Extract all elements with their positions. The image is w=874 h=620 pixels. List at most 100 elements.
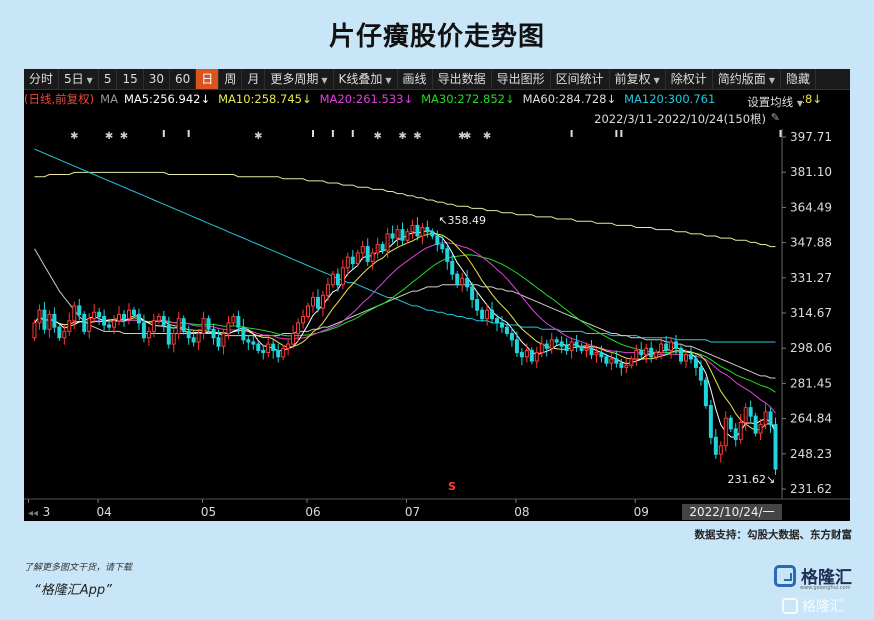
x-tick-label: 04 xyxy=(96,505,111,519)
candle-body xyxy=(504,326,509,334)
candle-body xyxy=(475,299,480,311)
candle-body xyxy=(276,349,281,358)
toolbar-item[interactable]: 导出数据 xyxy=(433,69,492,89)
candle-body xyxy=(67,320,72,332)
candle-body xyxy=(77,305,82,315)
candle-body xyxy=(87,318,92,332)
ma60-value: MA60:284.728↓ xyxy=(522,92,617,106)
candle-body xyxy=(659,343,664,354)
candle-body xyxy=(669,341,674,351)
toolbar-item[interactable]: 日 xyxy=(196,69,220,89)
logo-sub: www.gelonghui.com xyxy=(800,585,851,591)
candle-body xyxy=(435,235,440,245)
set-ma-button[interactable]: 设置均线 ▼ xyxy=(747,94,803,110)
toolbar-item[interactable]: 除权计 xyxy=(666,69,713,89)
candle-body xyxy=(141,322,146,339)
period-toolbar: 分时 5日 ▼ 5 15 30 60 日周月更多周期 ▼ K线叠加 ▼ 画线 导出数据 导出图形 区间统计前… xyxy=(24,69,850,90)
toolbar-item[interactable]: 5日 ▼ xyxy=(59,69,99,89)
chevron-down-icon: ▼ xyxy=(796,99,803,108)
candle-body xyxy=(330,273,335,286)
event-star-icon: ✱ xyxy=(120,131,128,142)
toolbar-item[interactable]: 导出图形 xyxy=(492,69,551,89)
y-tick-label: 264.84 xyxy=(790,412,832,426)
toolbar-item[interactable]: 5 xyxy=(99,69,118,89)
candle-body xyxy=(131,309,136,315)
candle-body xyxy=(499,322,504,328)
y-axis: 397.71 381.10 364.49 347.88 331.27 314.67 298.… xyxy=(781,129,832,499)
candle-body xyxy=(728,417,733,430)
kline-panel: 分时 5日 ▼ 5 15 30 60 日周月更多周期 ▼ K线叠加 ▼ 画线 导出数据 导出图形 区间统计前… xyxy=(24,69,850,521)
candle-body xyxy=(166,324,171,345)
candle-body xyxy=(82,313,87,332)
candle-body xyxy=(126,309,131,320)
watermark-text: 格隆汇 xyxy=(802,599,844,615)
max-price-label: ↖358.49 xyxy=(438,214,486,227)
ma60-line xyxy=(34,248,776,379)
toolbar-item[interactable]: 周 xyxy=(219,69,243,89)
toolbar-item[interactable]: 30 xyxy=(144,69,171,89)
candle-body xyxy=(604,356,609,364)
y-tick-label: 397.71 xyxy=(790,130,832,144)
y-tick-label: 381.10 xyxy=(790,165,832,179)
toolbar-item[interactable]: 分时 xyxy=(24,69,60,89)
toolbar-item[interactable]: 简约版面 ▼ xyxy=(713,69,781,89)
toolbar-item[interactable]: 月 xyxy=(242,69,266,89)
ma20-line xyxy=(34,242,776,414)
toolbar-item-label: 区间统计 xyxy=(555,72,604,86)
candle-body xyxy=(569,341,574,351)
x-tick-label: 3 xyxy=(43,505,51,519)
candle-body xyxy=(390,233,395,239)
candle-body xyxy=(112,320,117,328)
candle-body xyxy=(594,352,599,356)
candle-body xyxy=(753,415,758,434)
event-star-icon: ✱ xyxy=(483,131,491,142)
candle-body xyxy=(286,343,291,349)
candle-body xyxy=(236,316,241,328)
candle-body xyxy=(251,341,256,345)
candle-body xyxy=(420,227,425,237)
toolbar-item-label: 15 xyxy=(122,72,138,86)
candle-body xyxy=(345,256,350,269)
candle-body xyxy=(320,294,325,309)
candle-body xyxy=(470,286,475,301)
candle-body xyxy=(311,296,315,307)
candle-body xyxy=(176,318,181,334)
toolbar-item-label: 5 xyxy=(103,72,112,86)
pin-icon[interactable]: ✎ xyxy=(770,111,780,124)
event-star-icon: ✱ xyxy=(105,131,113,142)
candle-body xyxy=(639,349,644,356)
ma120-value: MA120:300.761 xyxy=(624,92,716,106)
ma5-line xyxy=(34,229,776,438)
candle-body xyxy=(440,243,445,250)
candle-body xyxy=(574,341,579,347)
toolbar-item[interactable]: 15 xyxy=(117,69,144,89)
ma-lines xyxy=(34,148,776,438)
toolbar-item[interactable]: 隐藏 xyxy=(781,69,816,89)
toolbar-item-label: 导出图形 xyxy=(496,72,545,86)
candle-body xyxy=(271,343,276,351)
candle-body xyxy=(664,343,669,351)
candle-body xyxy=(335,273,340,286)
x-tick-label: 07 xyxy=(405,505,420,519)
candle-body xyxy=(509,332,514,341)
candle-body xyxy=(196,332,201,343)
candle-body xyxy=(460,277,465,286)
candle-body xyxy=(480,309,485,320)
candle-body xyxy=(57,326,62,339)
toolbar-item[interactable]: 60 xyxy=(170,69,197,89)
event-star-icon: ✱ xyxy=(463,131,471,142)
toolbar-item[interactable]: 画线 xyxy=(398,69,433,89)
candle-body xyxy=(370,252,375,262)
event-bar-icon xyxy=(615,130,618,137)
y-tick-label: 331.27 xyxy=(790,271,832,285)
candle-body xyxy=(723,417,728,447)
toolbar-item[interactable]: K线叠加 ▼ xyxy=(334,69,398,89)
toolbar-item[interactable]: 更多周期 ▼ xyxy=(265,69,334,89)
candle-body xyxy=(306,305,311,318)
toolbar-item[interactable]: 前复权 ▼ xyxy=(610,69,666,89)
date-range-label: 2022/3/11-2022/10/24(150根) xyxy=(594,112,766,126)
event-bar-icon xyxy=(162,130,165,137)
candle-body xyxy=(654,352,659,358)
toolbar-item[interactable]: 区间统计 xyxy=(551,69,610,89)
candle-body xyxy=(763,411,768,426)
